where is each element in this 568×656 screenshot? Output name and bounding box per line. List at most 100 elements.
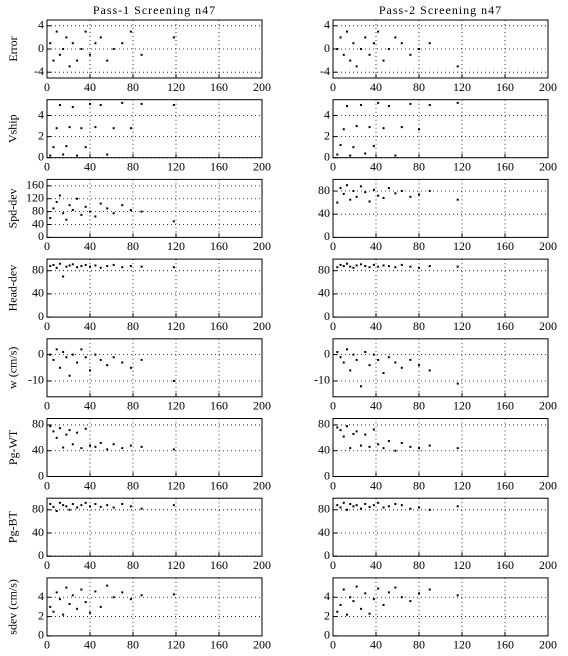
point [428,444,431,447]
point [394,154,397,157]
point [76,154,79,157]
point [52,146,55,149]
point [94,215,97,218]
y-tick-label: 0 [324,548,330,562]
point [172,220,175,223]
point [364,265,367,268]
point [339,144,342,147]
point [339,356,342,359]
point [368,612,371,615]
y-tick-label: 40 [318,286,330,300]
point [68,374,71,377]
panel: 0 40 80 120 160 200 0 40 80 Pg-WT [6,417,271,493]
x-tick-label: 200 [253,478,271,492]
point [418,48,420,50]
y-tick-label: 120 [26,190,44,204]
point [428,42,431,45]
x-tick-label: 40 [84,638,96,652]
point [58,53,61,56]
x-tick-label: 160 [496,239,514,253]
y-tick-label: 80 [32,502,44,516]
x-tick-label: 160 [210,80,228,94]
point [94,126,97,129]
point [339,603,342,606]
x-tick-label: 160 [210,399,228,413]
point [359,444,362,447]
point [76,506,79,509]
x-tick-label: 80 [127,558,139,572]
point [352,146,355,149]
point [172,36,175,39]
point [339,187,342,190]
y-tick-label: 2 [324,128,330,142]
y-tick-label: 0 [324,309,330,323]
x-tick-label: 0 [330,319,336,333]
point [364,503,367,505]
point [71,106,74,109]
y-tick-label: 80 [32,203,44,217]
point [129,366,132,369]
point [94,503,97,505]
point [58,427,61,430]
x-tick-label: 40 [370,239,382,253]
point [345,262,348,265]
plot-frame [332,338,549,398]
point [400,42,403,45]
point [336,266,339,269]
panel: 0 40 80 120 160 200 0 40 80 [318,258,557,333]
point [65,433,68,436]
point [49,265,52,268]
point [112,596,115,599]
y-tick-label: 80 [318,262,330,276]
point [394,503,397,505]
x-tick-label: 0 [44,319,50,333]
x-tick-label: 120 [167,638,185,652]
point [382,196,385,199]
point [71,503,74,505]
point [382,603,385,606]
point [84,146,87,149]
point [456,198,459,201]
point [372,428,375,431]
x-tick-label: 200 [539,80,557,94]
x-tick-label: 200 [253,319,271,333]
plot-frame [332,418,549,477]
point [65,36,68,39]
point [55,200,58,203]
point [84,501,87,504]
point [49,353,52,356]
point [345,613,348,616]
x-tick-label: 40 [84,239,96,253]
point [121,42,124,45]
y-tick-label: 80 [318,417,330,431]
x-tick-label: 80 [127,478,139,492]
point [112,48,115,50]
point [336,201,339,204]
y-tick-label: 4 [324,107,330,121]
point [349,596,352,599]
point [68,508,71,511]
point [377,358,380,361]
point [80,504,83,507]
point [112,443,115,446]
x-tick-label: 120 [167,319,185,333]
x-tick-label: 0 [330,159,336,173]
point [62,275,65,278]
x-tick-label: 40 [370,638,382,652]
x-tick-label: 200 [253,638,271,652]
point [84,30,87,33]
point [345,348,348,351]
point [428,369,431,372]
point [129,30,132,33]
point [62,504,65,507]
point [355,125,358,128]
point [368,445,371,448]
x-tick-label: 160 [496,399,514,413]
point [377,101,380,104]
point [394,361,397,364]
point [172,448,175,451]
point [359,607,362,610]
point [58,262,61,265]
point [49,154,52,157]
